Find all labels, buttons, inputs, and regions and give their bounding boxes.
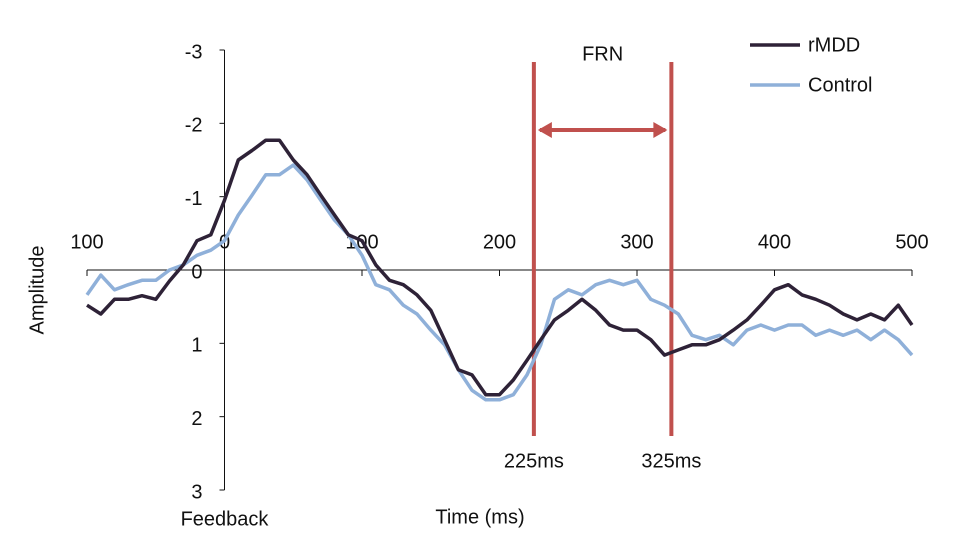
x-tick-label: 200 (483, 231, 516, 253)
series-line (86, 138, 914, 397)
window-label: FRN (582, 43, 623, 65)
y-tick-label: -2 (185, 115, 203, 137)
window-marker-label: 225ms (504, 450, 564, 472)
x-tick-label: 300 (620, 231, 653, 253)
y-tick-label: -3 (185, 41, 203, 63)
arrow-head (653, 122, 668, 138)
y-tick-label: 1 (191, 335, 202, 357)
y-tick-label: 0 (191, 261, 202, 283)
y-tick-label: 3 (191, 481, 202, 503)
legend-label: Control (808, 74, 872, 96)
y-tick-label: 2 (191, 408, 202, 430)
arrow-head (537, 122, 552, 138)
x-tick-label: 500 (895, 231, 928, 253)
x-tick-label: 400 (758, 231, 791, 253)
x-tick-label: 100 (70, 231, 103, 253)
series-line (85, 163, 914, 402)
y-axis-label: Amplitude (26, 246, 48, 335)
x-origin-label: Feedback (181, 508, 270, 530)
x-axis-label: Time (ms) (435, 506, 524, 528)
window-marker-label: 325ms (641, 450, 701, 472)
y-tick-label: -1 (185, 188, 203, 210)
legend-label: rMDD (808, 34, 860, 56)
